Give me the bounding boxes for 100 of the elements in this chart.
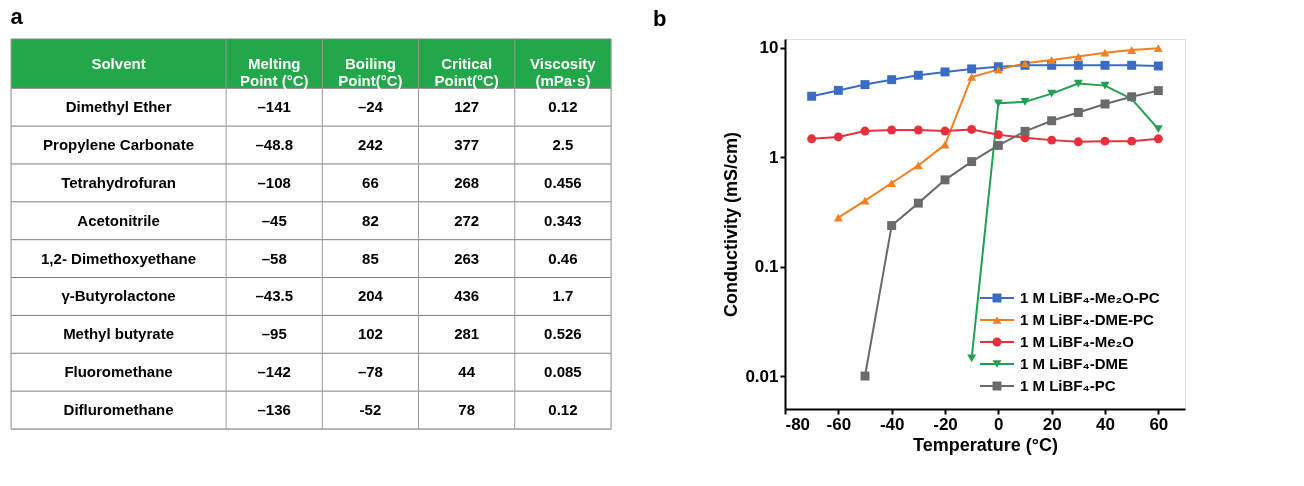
x-tick-label: 0 (994, 414, 1004, 434)
category-label: Dimethyl Ether (65, 98, 172, 116)
point (887, 221, 897, 231)
text: 102 (357, 325, 383, 343)
text: 0.456 (544, 173, 582, 191)
point (887, 75, 897, 85)
category-label: Fluoromethane (64, 363, 173, 381)
text: 0.46 (548, 249, 578, 267)
text: 204 (357, 287, 383, 305)
point (967, 73, 977, 81)
text: 0.343 (544, 211, 582, 229)
text: 377 (454, 136, 480, 154)
point (940, 126, 950, 136)
point (940, 175, 950, 185)
point (1153, 125, 1163, 134)
point (1100, 48, 1110, 57)
point (1100, 60, 1110, 70)
category-label: Tetrahydrofuran (61, 173, 176, 191)
point (1127, 60, 1137, 70)
point (887, 125, 897, 135)
text: 82 (362, 211, 379, 229)
text: 127 (454, 98, 480, 116)
text: 0.12 (548, 98, 578, 116)
category-label: γ-Butyrolactone (61, 287, 176, 305)
point (1047, 135, 1057, 145)
text: 44 (458, 363, 475, 381)
text: 85 (362, 249, 379, 267)
text: a (10, 3, 24, 29)
x-tick-label: 60 (1149, 414, 1169, 434)
text: –78 (357, 363, 383, 381)
point (1153, 86, 1163, 96)
point (1047, 89, 1057, 98)
y-axis-title: Conductivity (mS/cm) (721, 131, 742, 318)
point (833, 85, 843, 95)
text: 436 (454, 287, 480, 305)
text: 1.7 (552, 287, 574, 305)
point (1047, 116, 1057, 126)
y-tick-label: 1 (769, 147, 779, 167)
text: 0.12 (548, 401, 578, 419)
legend-label: 1 M LiBF₄-DME-PC (1020, 311, 1154, 328)
category-label: Propylene Carbonate (43, 136, 194, 154)
legend-label: 1 M LiBF₄-DME (1020, 355, 1128, 372)
point (1073, 60, 1083, 70)
legend-label: 1 M LiBF₄-Me₂O (1020, 333, 1135, 350)
point (940, 67, 950, 77)
text: –108 (257, 173, 291, 191)
text: 281 (454, 325, 480, 343)
text: –24 (357, 98, 383, 116)
text: –58 (261, 249, 287, 267)
chart-title: b (652, 5, 667, 31)
text: –141 (257, 98, 291, 116)
text: 2.5 (552, 136, 574, 154)
text: Solvent (91, 54, 146, 72)
x-tick-label: -40 (879, 414, 905, 434)
text: –95 (261, 325, 287, 343)
point (1153, 44, 1163, 53)
point (1127, 136, 1137, 146)
point (913, 125, 923, 135)
point (1073, 79, 1083, 88)
category-label: Critical Point(°C) (434, 54, 499, 89)
text: 78 (458, 401, 475, 419)
legend-label: 1 M LiBF₄-PC (1020, 377, 1116, 394)
text: –43.5 (255, 287, 293, 305)
point (1020, 97, 1030, 106)
point (1100, 136, 1110, 146)
y-tick-label: 0.1 (754, 257, 779, 277)
text: 263 (454, 249, 480, 267)
y-tick-label: 10 (759, 38, 779, 58)
point (807, 91, 817, 101)
point (1153, 134, 1163, 144)
x-tick-label: -80 (785, 414, 811, 434)
text: 268 (454, 173, 480, 191)
text: –136 (257, 401, 291, 419)
text: –48.8 (255, 136, 293, 154)
point (1073, 107, 1083, 117)
point (887, 179, 897, 187)
point (1127, 46, 1137, 54)
point (833, 132, 843, 142)
point (1100, 81, 1110, 90)
point (993, 130, 1003, 140)
point (967, 157, 977, 167)
point (833, 213, 843, 222)
point (993, 140, 1003, 150)
point (913, 70, 923, 80)
point (807, 134, 817, 144)
x-tick-label: 20 (1042, 414, 1062, 434)
text: –45 (261, 211, 287, 229)
text: –142 (257, 363, 291, 381)
category-label: 1,2- Dimethoxyethane (41, 249, 197, 267)
point (860, 126, 870, 136)
point (913, 198, 923, 208)
point (940, 140, 950, 149)
category-label: Methyl butyrate (63, 325, 174, 343)
x-axis-title: Temperature (°C) (913, 434, 1058, 455)
x-tick-label: -20 (933, 414, 958, 434)
point (860, 196, 870, 205)
text: 0.526 (544, 325, 582, 343)
text: 66 (362, 173, 379, 191)
point (860, 371, 870, 381)
category-label: Viscosity (mPa·s) (530, 54, 597, 89)
